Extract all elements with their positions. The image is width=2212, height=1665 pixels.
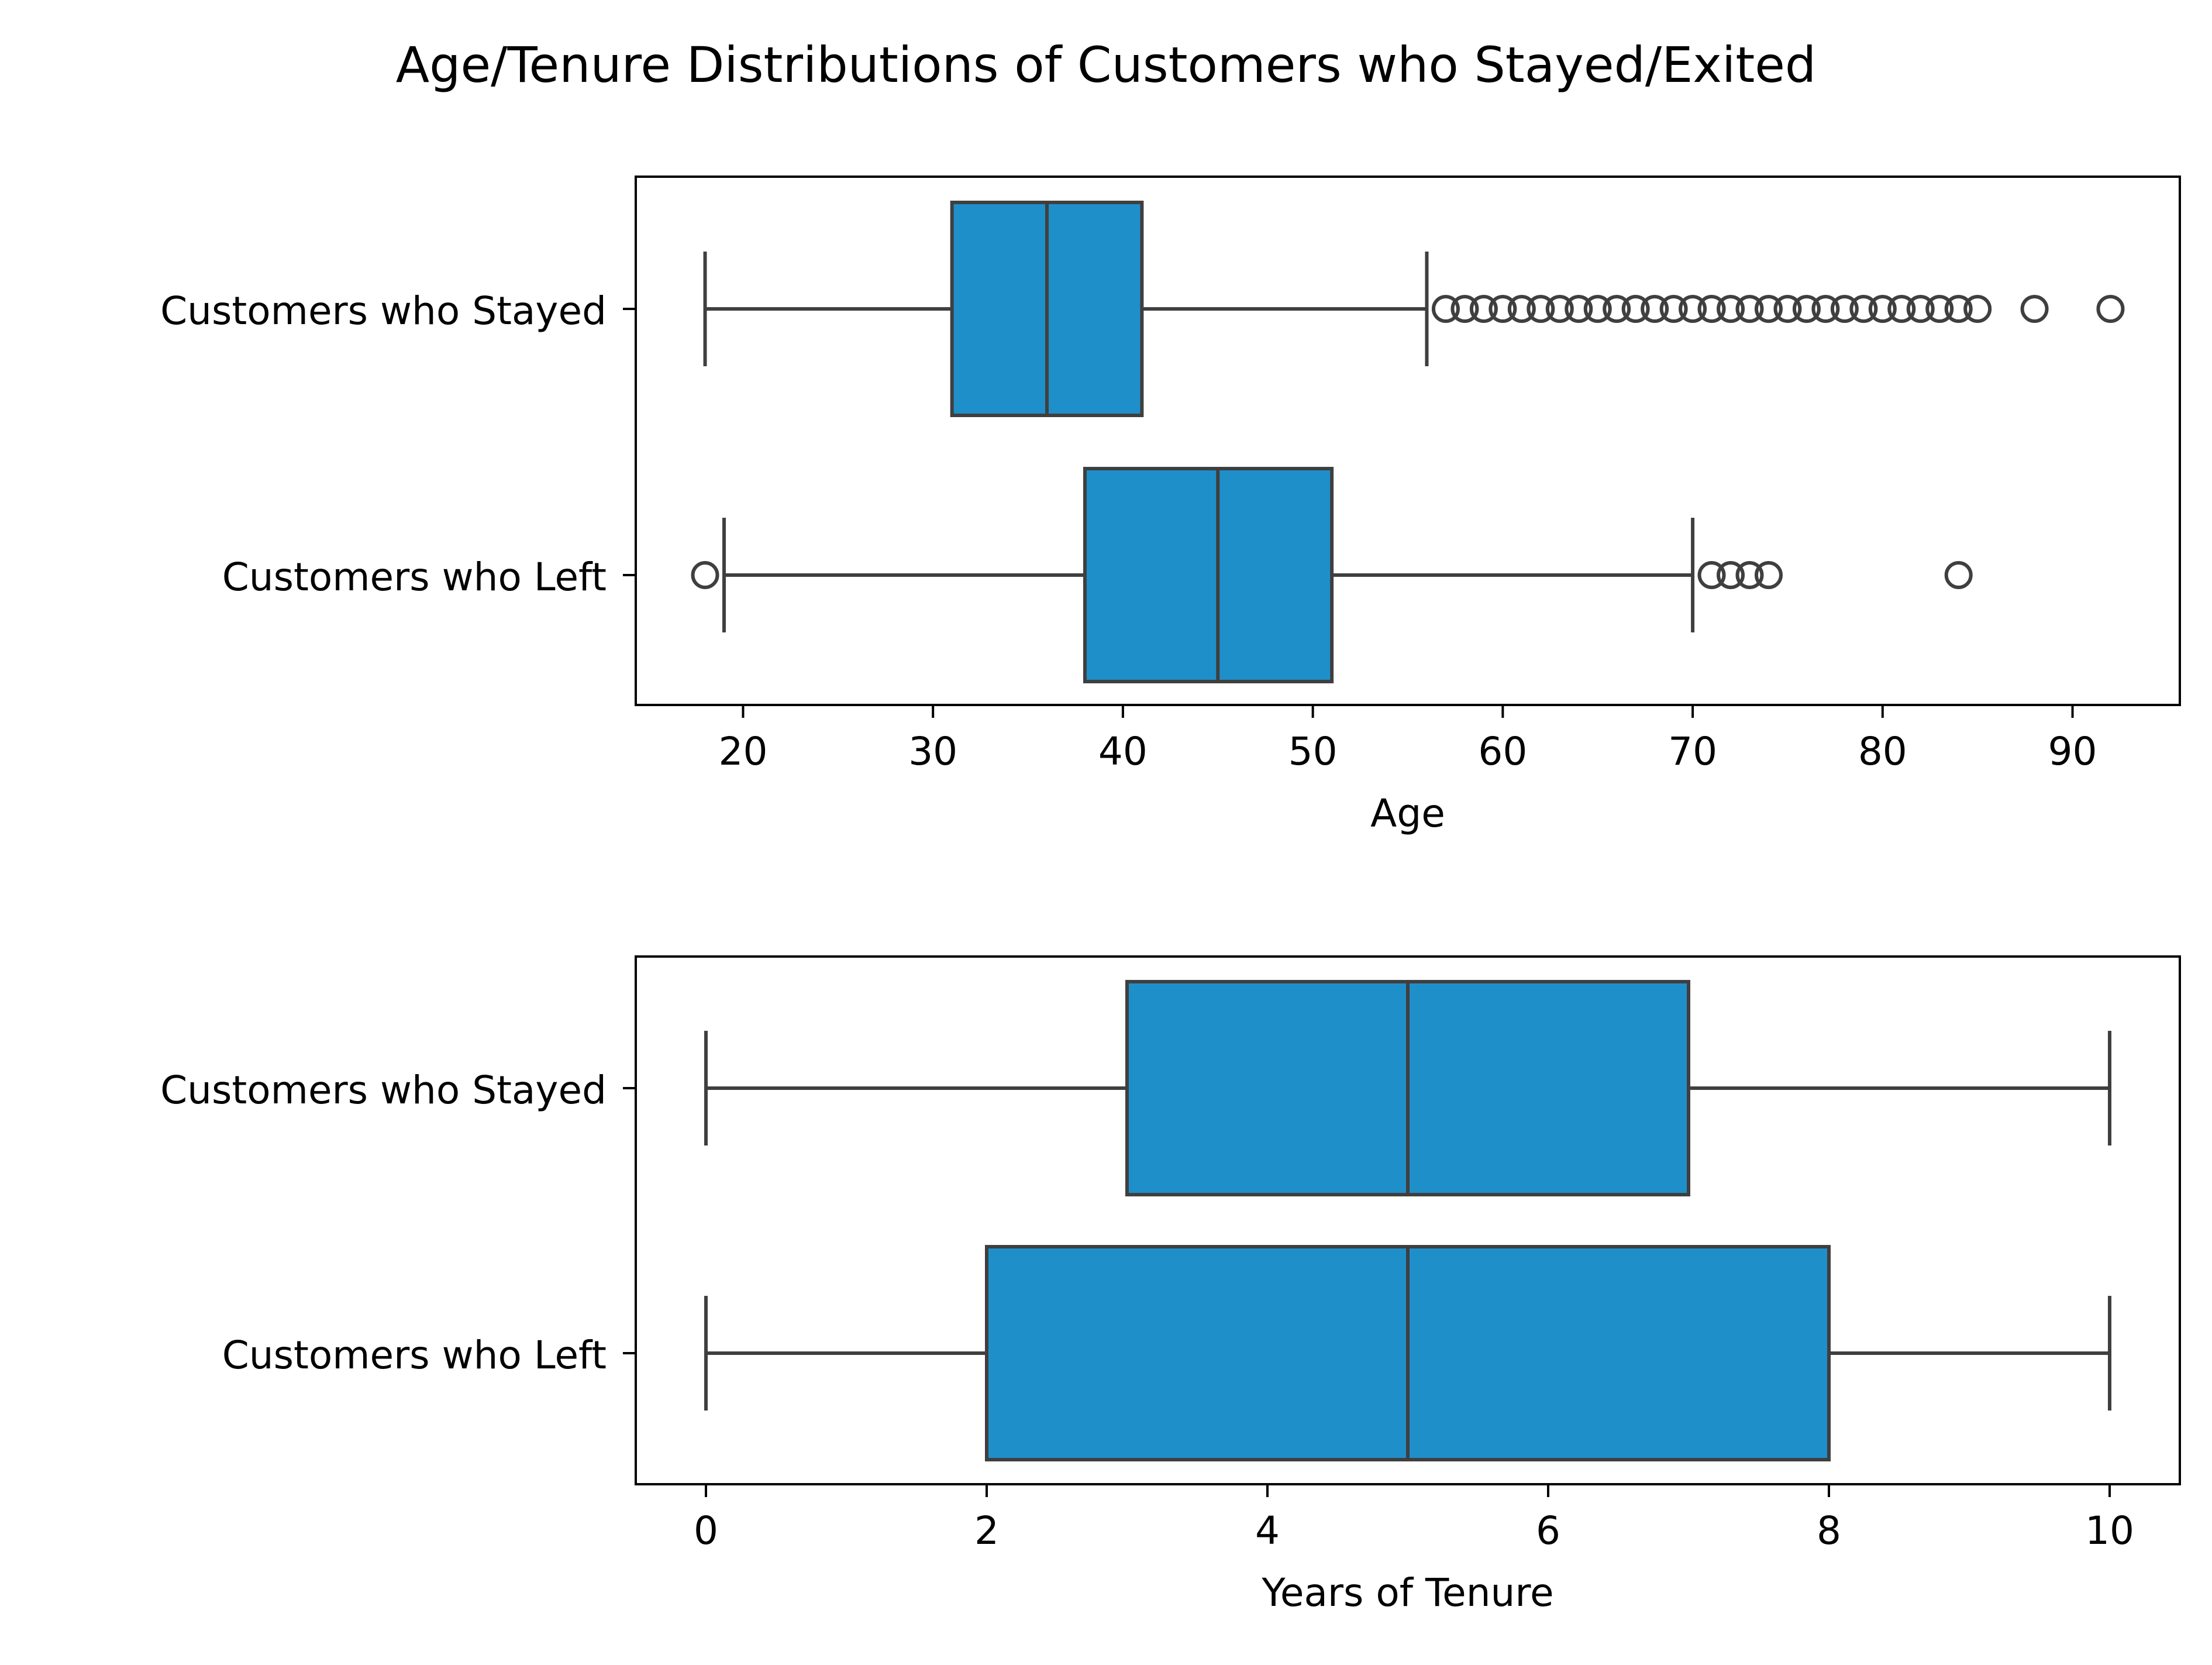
x-tick-label: 0: [694, 1508, 718, 1553]
outlier-point: [1697, 295, 1726, 323]
x-tick-label: 10: [2085, 1508, 2134, 1553]
outlier-point: [1773, 295, 1802, 323]
x-tick-label: 40: [1098, 729, 1148, 774]
outlier-point: [1679, 295, 1707, 323]
chart-panel-1: Customers who Stayed Customers who Left 20…: [160, 176, 2181, 836]
outlier-point: [1887, 295, 1916, 323]
x-tick-label: 50: [1288, 729, 1338, 774]
outlier-point: [1489, 295, 1517, 323]
outlier-point: [1545, 295, 1574, 323]
x-tick-label: 60: [1478, 729, 1527, 774]
outlier-point: [1849, 295, 1878, 323]
x-axis-label: Years of Tenure: [1261, 1570, 1553, 1615]
chart-panel-2: Customers who Stayed Customers who Left 0 2…: [160, 955, 2181, 1615]
x-tick-label: 20: [718, 729, 767, 774]
outlier-point: [1450, 295, 1479, 323]
outlier-point: [1963, 295, 1992, 323]
outlier-point: [1621, 295, 1650, 323]
outlier-point: [1868, 295, 1897, 323]
x-tick-label: 6: [1536, 1508, 1560, 1553]
y-tick-label: Customers who Stayed: [160, 288, 607, 333]
x-tick-label: 70: [1668, 729, 1717, 774]
outlier-point: [1697, 561, 1726, 589]
outlier-point: [1944, 295, 1973, 323]
outlier-point: [1735, 561, 1764, 589]
box-stayed: [704, 980, 2111, 1196]
y-tick-label: Customers who Left: [222, 1333, 607, 1378]
outlier-point: [1735, 295, 1764, 323]
outlier-point: [1717, 561, 1745, 589]
outlier-point: [1565, 295, 1593, 323]
box-left: [691, 467, 1973, 683]
outlier-point: [1583, 295, 1612, 323]
outlier-point: [1925, 295, 1954, 323]
outlier-point: [1659, 295, 1688, 323]
outlier-point: [1469, 295, 1498, 323]
outlier-point: [2020, 295, 2049, 323]
outlier-point: [1717, 295, 1745, 323]
box-stayed: [703, 201, 2125, 417]
outlier-point: [1792, 295, 1821, 323]
outlier-point: [1754, 561, 1783, 589]
plot-frame: [635, 176, 2181, 706]
y-tick-label: Customers who Stayed: [160, 1068, 607, 1113]
x-tick-label: 2: [974, 1508, 999, 1553]
outlier-point: [1754, 295, 1783, 323]
outlier-point: [1641, 295, 1669, 323]
outlier-point: [1431, 295, 1460, 323]
outlier-point: [1527, 295, 1555, 323]
outlier-point: [691, 561, 719, 589]
outlier-point: [1906, 295, 1935, 323]
box-left: [704, 1245, 2111, 1461]
outlier-point: [1811, 295, 1840, 323]
x-tick-label: 80: [1858, 729, 1907, 774]
x-tick-label: 30: [908, 729, 957, 774]
x-tick-label: 4: [1255, 1508, 1280, 1553]
outlier-point: [2096, 295, 2125, 323]
outlier-point: [1944, 561, 1973, 589]
x-tick-label: 8: [1817, 1508, 1841, 1553]
plot-frame: [635, 955, 2181, 1485]
figure-title: Age/Tenure Distributions of Customers wh…: [396, 36, 1817, 94]
y-tick-label: Customers who Left: [222, 555, 607, 600]
x-axis-label: Age: [1370, 791, 1445, 836]
outlier-point: [1830, 295, 1859, 323]
x-tick-label: 90: [2048, 729, 2097, 774]
outlier-point: [1507, 295, 1536, 323]
outlier-point: [1603, 295, 1631, 323]
iqr-box: [1083, 467, 1334, 683]
